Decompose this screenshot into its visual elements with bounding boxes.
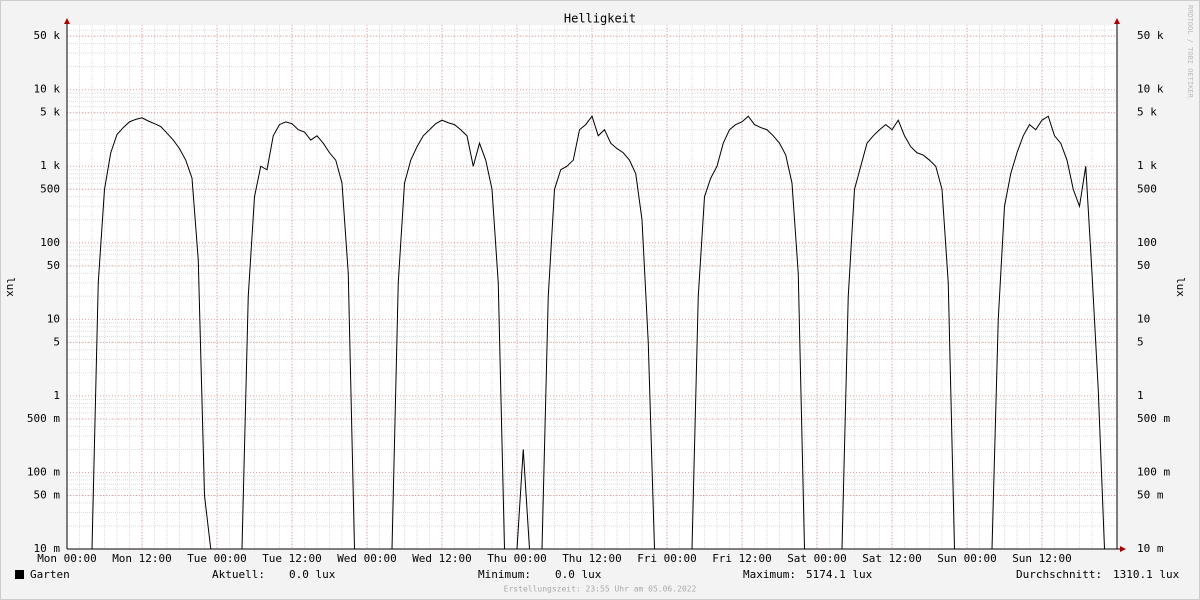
- y2-tick-label: 5: [1137, 335, 1144, 348]
- stat-label: Maximum:: [743, 568, 796, 581]
- y-tick-label: 100 m: [27, 465, 60, 478]
- footer: Erstellungszeit: 23:55 Uhr am 05.06.2022: [504, 585, 697, 594]
- y2-tick-label: 1: [1137, 389, 1144, 402]
- x-tick-label: Sat 12:00: [862, 552, 922, 565]
- stat-label: Durchschnitt:: [1016, 568, 1102, 581]
- y2-tick-label: 5 k: [1137, 106, 1157, 119]
- y-tick-label: 500: [40, 182, 60, 195]
- x-tick-label: Wed 12:00: [412, 552, 472, 565]
- y-tick-label: 100: [40, 236, 60, 249]
- y2-tick-label: 10 k: [1137, 83, 1164, 96]
- y2-tick-label: 50 m: [1137, 488, 1164, 501]
- legend-label: Garten: [30, 568, 70, 581]
- y-tick-label: 1 k: [40, 159, 60, 172]
- y2-tick-label: 50: [1137, 259, 1150, 272]
- y-tick-label: 5 k: [40, 106, 60, 119]
- y2-tick-label: 50 k: [1137, 29, 1164, 42]
- y-tick-label: 50 m: [34, 488, 61, 501]
- x-tick-label: Fri 00:00: [637, 552, 697, 565]
- y2-axis-label: lux: [1174, 277, 1187, 297]
- y2-tick-label: 1 k: [1137, 159, 1157, 172]
- x-tick-label: Thu 00:00: [487, 552, 547, 565]
- x-tick-label: Tue 12:00: [262, 552, 322, 565]
- stat-value: 1310.1 lux: [1113, 568, 1180, 581]
- y-tick-label: 50 k: [34, 29, 61, 42]
- legend-swatch: [15, 570, 24, 579]
- x-tick-label: Fri 12:00: [712, 552, 772, 565]
- watermark: RRDTOOL / TOBI OETIKER: [1186, 5, 1194, 99]
- chart-title: Helligkeit: [564, 12, 636, 26]
- y2-tick-label: 100: [1137, 236, 1157, 249]
- x-tick-label: Mon 00:00: [37, 552, 97, 565]
- y-tick-label: 10 k: [34, 83, 61, 96]
- x-tick-label: Sun 00:00: [937, 552, 997, 565]
- y2-tick-label: 500 m: [1137, 412, 1170, 425]
- stat-label: Minimum:: [478, 568, 531, 581]
- y-tick-label: 10 m: [34, 542, 61, 555]
- y2-tick-label: 10 m: [1137, 542, 1164, 555]
- x-tick-label: Sat 00:00: [787, 552, 847, 565]
- y-tick-label: 500 m: [27, 412, 60, 425]
- y2-tick-label: 100 m: [1137, 465, 1170, 478]
- x-tick-label: Thu 12:00: [562, 552, 622, 565]
- y-tick-label: 5: [53, 335, 60, 348]
- y2-tick-label: 500: [1137, 182, 1157, 195]
- stat-label: Aktuell:: [212, 568, 265, 581]
- y-tick-label: 10: [47, 312, 60, 325]
- y2-tick-label: 10: [1137, 312, 1150, 325]
- x-tick-label: Sun 12:00: [1012, 552, 1072, 565]
- y-tick-label: 50: [47, 259, 60, 272]
- y-tick-label: 1: [53, 389, 60, 402]
- y-axis-label: lux: [4, 277, 17, 297]
- x-tick-label: Wed 00:00: [337, 552, 397, 565]
- grid: [66, 25, 1118, 550]
- x-tick-label: Mon 12:00: [112, 552, 172, 565]
- stat-value: 0.0 lux: [555, 568, 602, 581]
- stat-value: 5174.1 lux: [806, 568, 873, 581]
- data-line: [67, 115, 1117, 550]
- stat-value: 0.0 lux: [289, 568, 336, 581]
- x-tick-label: Tue 00:00: [187, 552, 247, 565]
